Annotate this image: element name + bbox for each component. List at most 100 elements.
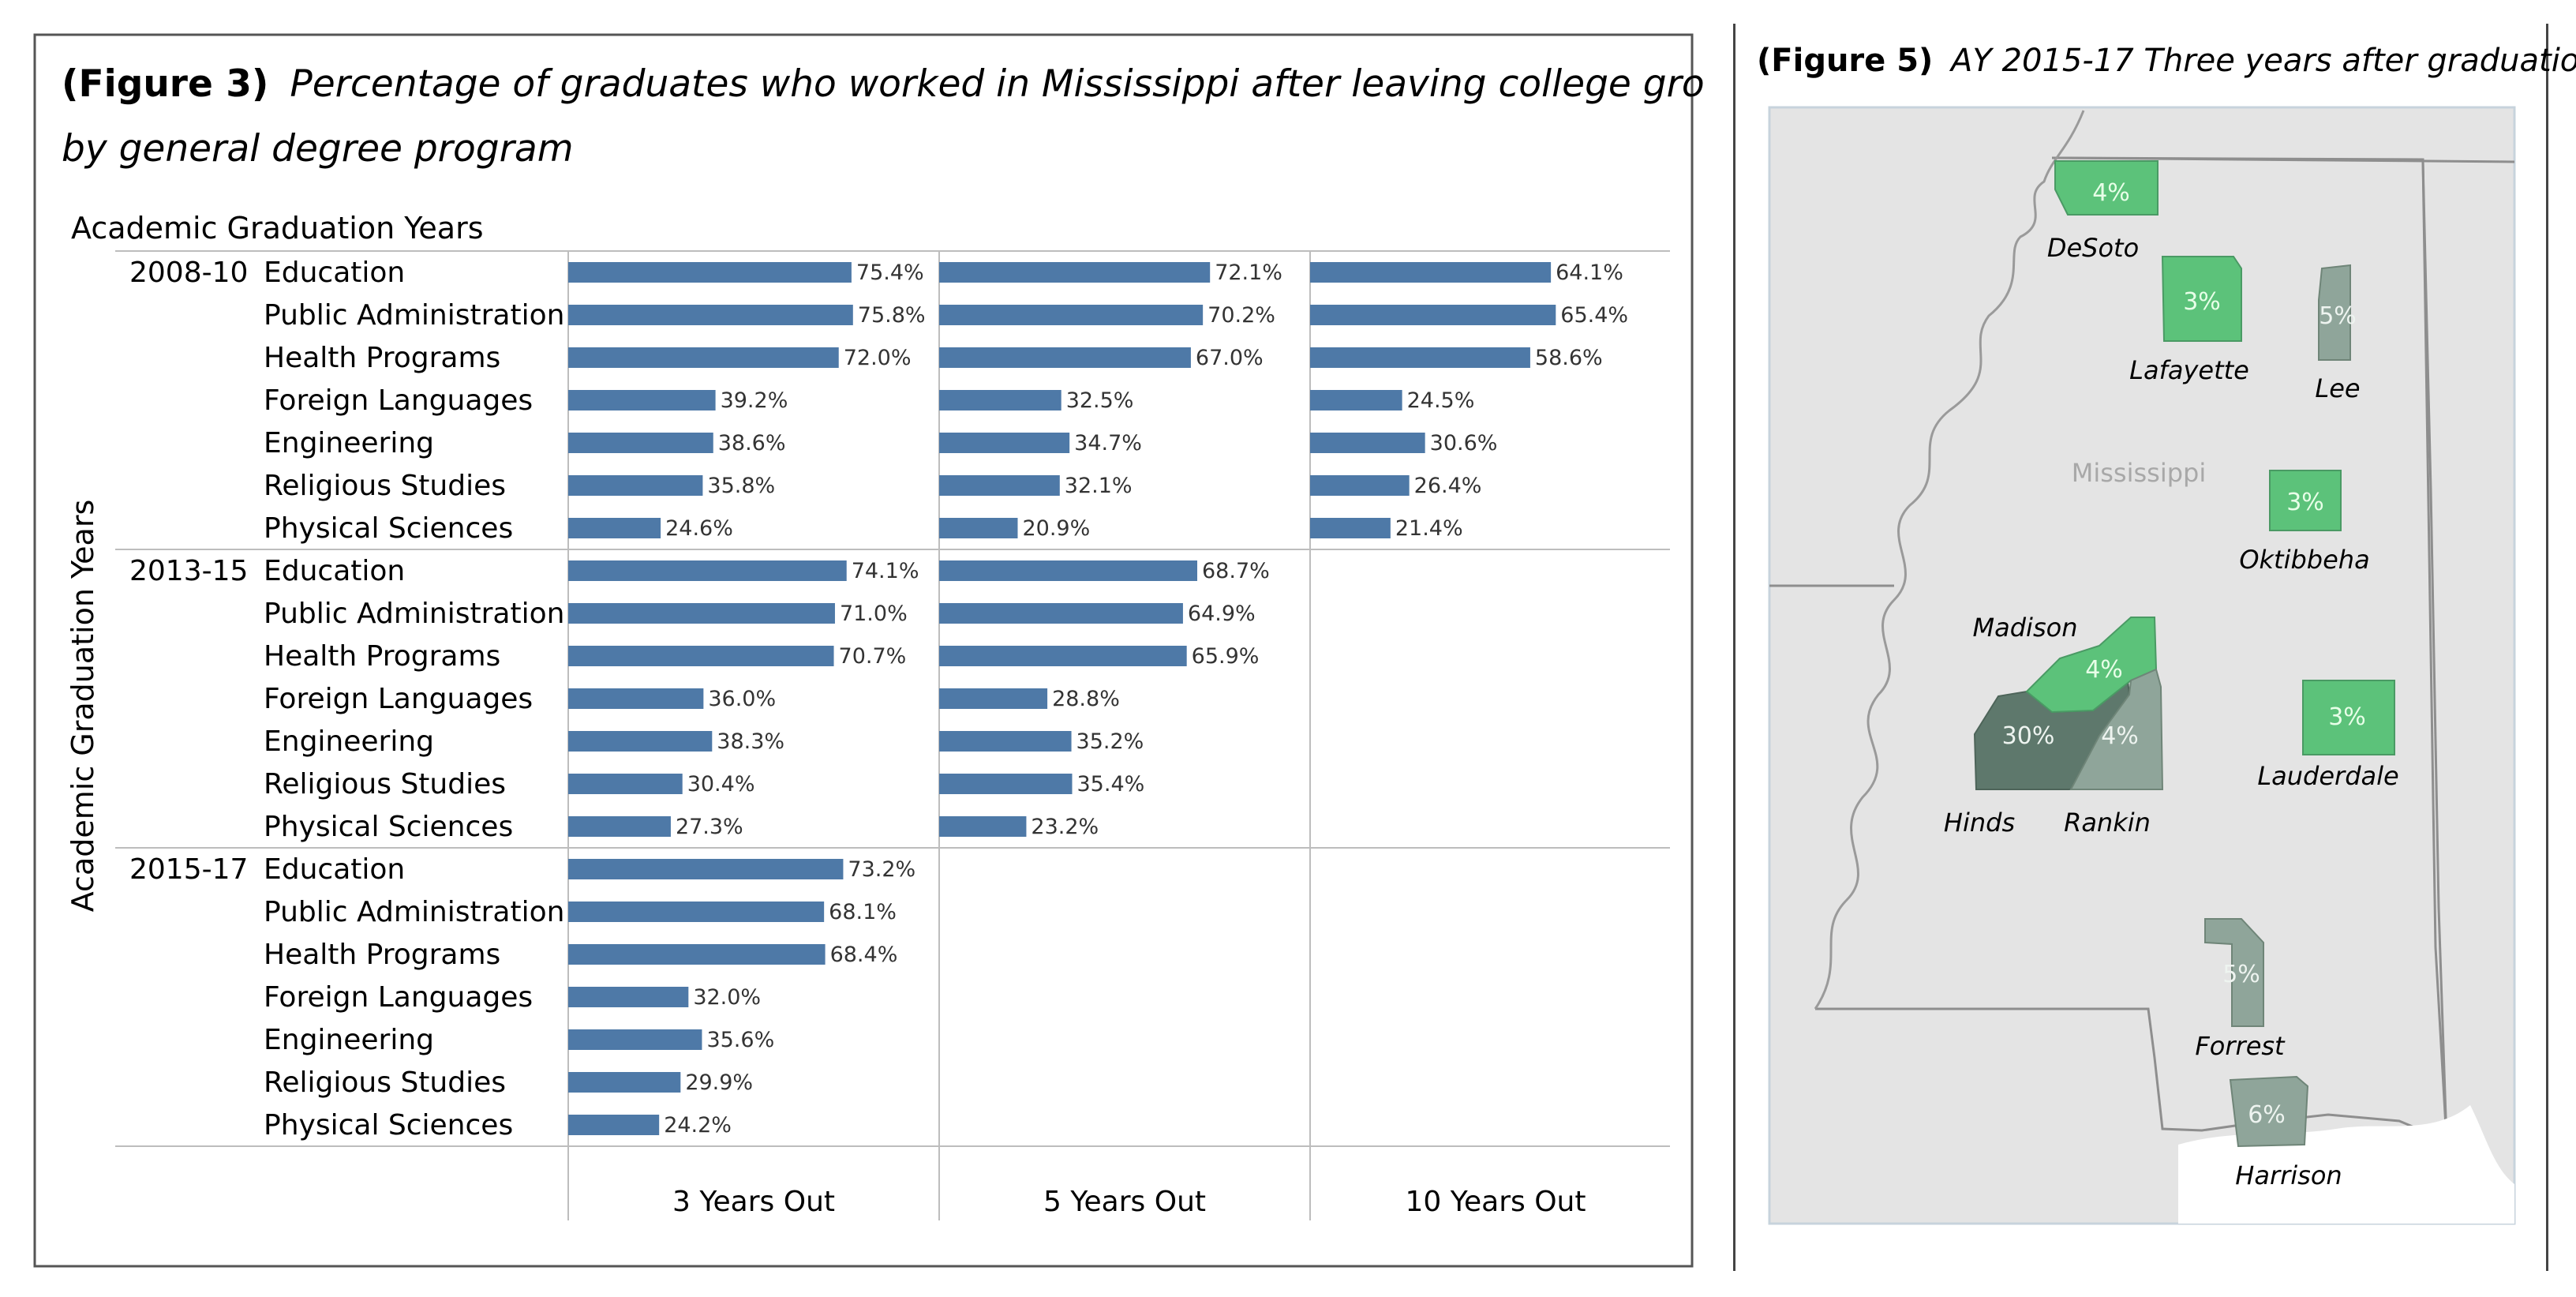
category-label: Education — [264, 853, 405, 886]
county-madison-shape — [2025, 617, 2158, 714]
column-header: 5 Years Out — [1043, 1186, 1206, 1218]
bar-value-label: 38.6% — [718, 431, 786, 455]
bar — [1310, 347, 1530, 368]
county-lauderdale-value: 3% — [2328, 703, 2366, 731]
bar — [1310, 262, 1552, 283]
bar — [568, 475, 703, 496]
bar — [568, 944, 826, 965]
county-hinds-shape — [1973, 679, 2131, 790]
chart-gridlines — [115, 250, 1670, 1220]
category-label: Public Administration — [264, 598, 564, 630]
county-lafayette[interactable]: 3% Lafayette — [2129, 256, 2249, 385]
gulf-coast — [2178, 1105, 2514, 1224]
bar-value-label: 70.7% — [839, 644, 907, 669]
county-lafayette-shape — [2161, 256, 2242, 342]
figure5-label: (Figure 5) — [1757, 43, 1933, 79]
bar — [568, 774, 683, 794]
county-rankin-value: 4% — [2101, 722, 2139, 750]
bar-value-label: 65.9% — [1192, 644, 1260, 669]
bar — [568, 1115, 660, 1135]
bar — [939, 262, 1211, 283]
category-label: Foreign Languages — [264, 981, 533, 1014]
figure5-title: (Figure 5) AY 2015-17 Three years after … — [1757, 43, 2576, 79]
figure3-label: (Figure 3) — [62, 62, 268, 106]
bar-value-label: 35.8% — [707, 474, 775, 498]
bar-value-label: 38.3% — [717, 729, 784, 754]
county-lee-shape — [2318, 264, 2351, 361]
bar — [939, 433, 1070, 453]
county-rankin[interactable]: 4% Rankin — [2064, 668, 2164, 838]
bar — [568, 987, 689, 1007]
category-label: Foreign Languages — [264, 384, 533, 417]
bar-value-label: 72.0% — [844, 346, 912, 370]
bar — [939, 518, 1018, 538]
bar — [568, 902, 825, 922]
state-outline — [1815, 156, 2448, 1143]
bar — [1310, 475, 1410, 496]
bar-value-label: 64.1% — [1556, 261, 1623, 285]
group-label: 2008-10 — [129, 257, 248, 289]
county-harrison[interactable]: 6% Harrison — [2229, 1075, 2342, 1190]
map-background — [1768, 106, 2516, 1225]
bar-value-label: 35.6% — [706, 1028, 774, 1052]
bar — [568, 603, 835, 624]
category-label: Public Administration — [264, 896, 564, 928]
bar — [568, 433, 713, 453]
bar — [568, 560, 847, 581]
figure-divider — [1733, 24, 1735, 1271]
category-label: Religious Studies — [264, 1066, 506, 1099]
county-desoto-shape — [2054, 160, 2159, 216]
category-label: Physical Sciences — [264, 811, 513, 843]
category-label: Foreign Languages — [264, 683, 533, 715]
bar-value-label: 30.6% — [1430, 431, 1498, 455]
county-hinds[interactable]: 30% Hinds — [1944, 679, 2131, 838]
column-header: 10 Years Out — [1406, 1186, 1586, 1218]
bar-value-label: 28.8% — [1052, 687, 1120, 711]
county-lee[interactable]: 5% Lee — [2315, 264, 2361, 403]
county-madison-name: Madison — [1973, 613, 2078, 643]
figure3-title-text: Percentage of graduates who worked in Mi… — [290, 62, 1705, 106]
chart-column-headers: 3 Years Out 5 Years Out 10 Years Out — [672, 1186, 1586, 1218]
category-label: Health Programs — [264, 939, 500, 971]
category-label: Education — [264, 555, 405, 587]
bar-value-label: 75.8% — [858, 303, 926, 328]
county-forrest[interactable]: 5% Forrest — [2195, 918, 2286, 1061]
county-madison-value: 4% — [2085, 656, 2123, 684]
figure-right-edge — [2546, 24, 2548, 1271]
category-label: Health Programs — [264, 640, 500, 673]
bar — [939, 646, 1187, 666]
county-desoto[interactable]: 4% DeSoto — [2047, 160, 2159, 263]
figure3-title-line1: (Figure 3) Percentage of graduates who w… — [62, 62, 1705, 106]
chart-rows: 2008-10 Education 75.4% 72.1% 64.1% Public Ad… — [129, 257, 1628, 1141]
county-oktibbeha-name: Oktibbeha — [2239, 545, 2369, 575]
bar-value-label: 23.2% — [1031, 815, 1099, 839]
bar-value-label: 74.1% — [852, 559, 919, 583]
border-line-east — [2421, 161, 2448, 1141]
county-oktibbeha[interactable]: 3% Oktibbeha — [2239, 470, 2370, 575]
bar — [568, 688, 704, 709]
county-forrest-shape — [2204, 918, 2264, 1027]
bar-value-label: 58.6% — [1535, 346, 1603, 370]
group-label: 2013-15 — [129, 555, 248, 587]
bar-value-label: 65.4% — [1560, 303, 1628, 328]
county-lee-name: Lee — [2315, 373, 2360, 403]
category-label: Engineering — [264, 1024, 434, 1056]
county-lee-value: 5% — [2319, 302, 2357, 330]
figure3-header: Academic Graduation Years — [71, 211, 484, 246]
bar — [1310, 390, 1402, 410]
bar-value-label: 27.3% — [676, 815, 743, 839]
bar-value-label: 73.2% — [848, 857, 915, 882]
bar — [568, 1029, 702, 1050]
county-oktibbeha-value: 3% — [2286, 489, 2324, 516]
bar-value-label: 68.7% — [1202, 559, 1270, 583]
bar-value-label: 68.4% — [830, 943, 898, 967]
bar-value-label: 70.2% — [1208, 303, 1275, 328]
county-madison[interactable]: 4% Madison — [1973, 613, 2158, 714]
group-label: 2015-17 — [129, 853, 248, 886]
county-desoto-name: DeSoto — [2047, 233, 2139, 263]
county-hinds-value: 30% — [2002, 722, 2055, 750]
bar — [939, 731, 1072, 752]
county-lauderdale[interactable]: 3% Lauderdale — [2257, 680, 2399, 791]
bar — [568, 646, 834, 666]
category-label: Public Administration — [264, 299, 564, 332]
